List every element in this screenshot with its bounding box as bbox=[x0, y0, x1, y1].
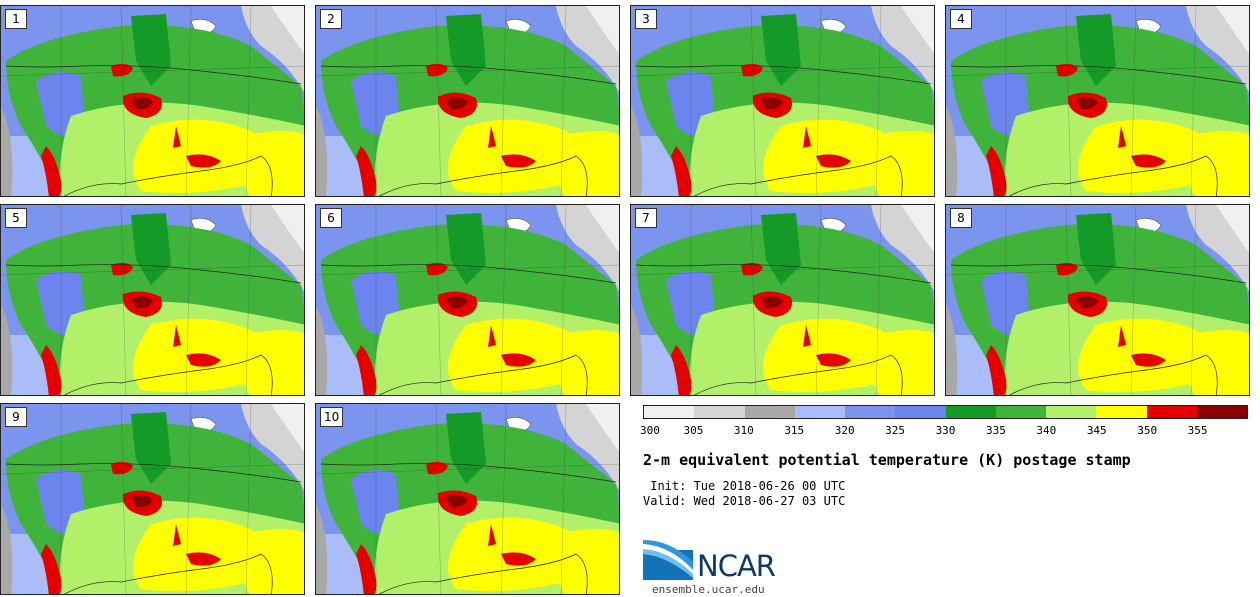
ensemble-member-map: 6 bbox=[315, 204, 620, 396]
colorbar-ticks: 300 305 310 315 320 325 330 335 340 345 350 355 bbox=[640, 424, 1248, 438]
member-number-label: 6 bbox=[320, 208, 342, 228]
colorbar-segment bbox=[694, 406, 745, 418]
ensemble-member-map: 2 bbox=[315, 5, 620, 197]
colorbar-tick-label: 315 bbox=[784, 424, 805, 437]
valid-time: Valid: Wed 2018-06-27 03 UTC bbox=[643, 494, 846, 508]
colorbar-tick-label: 310 bbox=[733, 424, 754, 437]
colorbar-segment bbox=[1096, 406, 1147, 418]
init-time: Init: Tue 2018-06-26 00 UTC bbox=[643, 479, 846, 493]
member-number-label: 9 bbox=[5, 407, 27, 427]
colorbar-segment bbox=[995, 406, 1046, 418]
colorbar-segment bbox=[644, 406, 695, 418]
member-number-label: 4 bbox=[950, 9, 972, 29]
ncar-logo-icon bbox=[643, 540, 693, 580]
ensemble-member-map: 8 bbox=[945, 204, 1250, 396]
site-url: ensemble.ucar.edu bbox=[652, 583, 765, 596]
colorbar-tick-label: 340 bbox=[1036, 424, 1057, 437]
colorbar-tick-label: 305 bbox=[683, 424, 704, 437]
member-number-label: 5 bbox=[5, 208, 27, 228]
figure-title: 2-m equivalent potential temperature (K)… bbox=[643, 451, 1131, 469]
colorbar-segment bbox=[744, 406, 795, 418]
colorbar-tick-label: 355 bbox=[1187, 424, 1208, 437]
colorbar-segment bbox=[945, 406, 996, 418]
member-number-label: 8 bbox=[950, 208, 972, 228]
member-number-label: 7 bbox=[635, 208, 657, 228]
colorbar-tick-label: 350 bbox=[1137, 424, 1158, 437]
colorbar-segment bbox=[895, 406, 946, 418]
colorbar-tick-label: 335 bbox=[985, 424, 1006, 437]
member-number-label: 3 bbox=[635, 9, 657, 29]
colorbar-tick-label: 345 bbox=[1086, 424, 1107, 437]
colorbar-segment bbox=[1146, 406, 1197, 418]
ensemble-member-map: 7 bbox=[630, 204, 935, 396]
ensemble-member-map: 4 bbox=[945, 5, 1250, 197]
member-number-label: 10 bbox=[320, 407, 344, 427]
member-number-label: 2 bbox=[320, 9, 342, 29]
colorbar-segment bbox=[794, 406, 845, 418]
ncar-logo-text: NCAR bbox=[697, 549, 776, 583]
colorbar bbox=[643, 405, 1248, 419]
ensemble-member-map: 1 bbox=[0, 5, 305, 197]
colorbar-tick-label: 330 bbox=[935, 424, 956, 437]
colorbar-segment bbox=[1046, 406, 1097, 418]
member-number-label: 1 bbox=[5, 9, 27, 29]
ensemble-member-map: 9 bbox=[0, 403, 305, 595]
colorbar-tick-label: 325 bbox=[885, 424, 906, 437]
ensemble-member-map: 10 bbox=[315, 403, 620, 595]
colorbar-tick-label: 320 bbox=[834, 424, 855, 437]
colorbar-segment bbox=[845, 406, 896, 418]
ensemble-member-map: 5 bbox=[0, 204, 305, 396]
ensemble-member-map: 3 bbox=[630, 5, 935, 197]
colorbar-segment bbox=[1196, 406, 1247, 418]
colorbar-tick-label: 300 bbox=[640, 424, 660, 437]
